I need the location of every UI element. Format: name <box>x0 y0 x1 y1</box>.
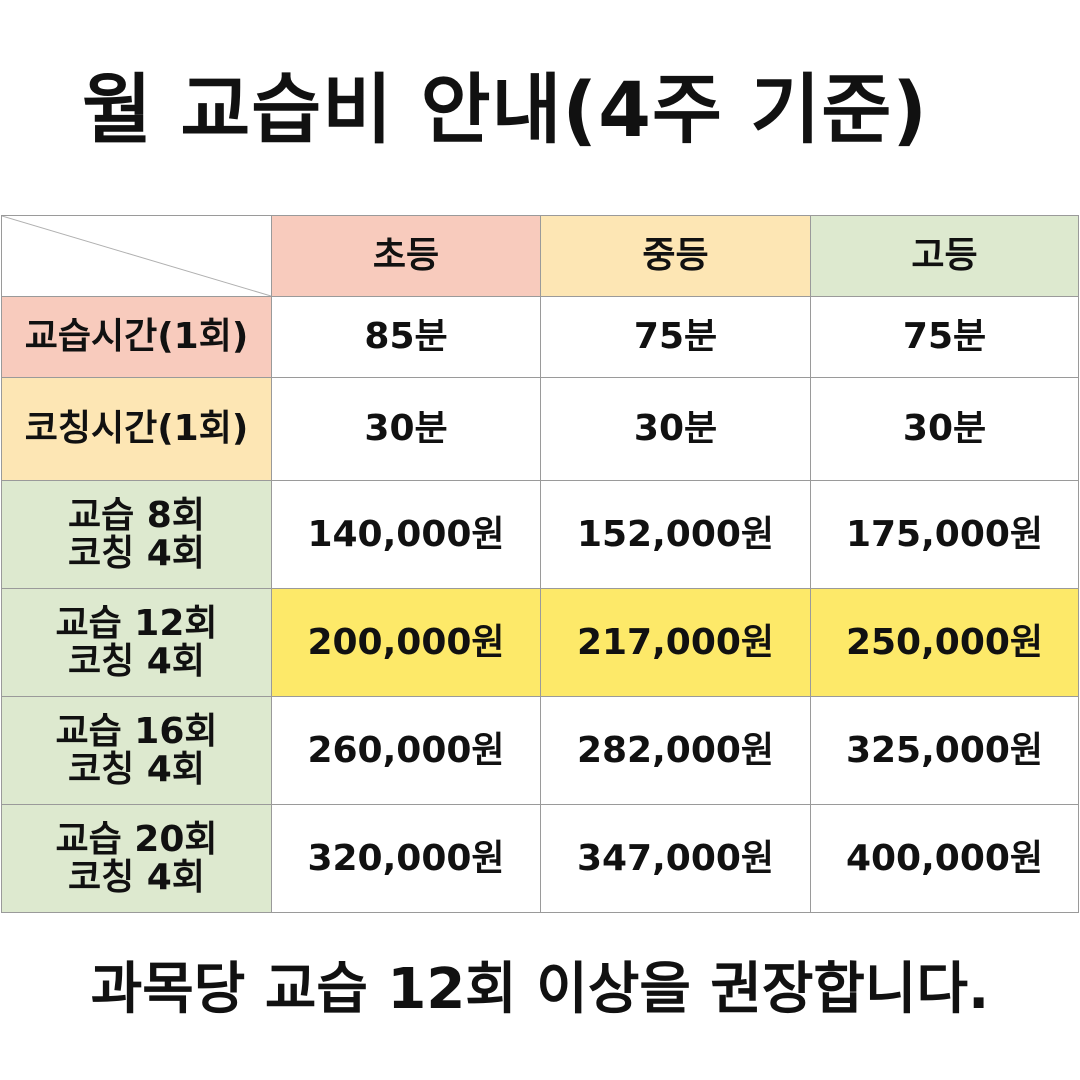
lesson-time-middle: 75분 <box>540 296 811 378</box>
price-elementary: 140,000원 <box>271 480 541 589</box>
plan-row-12: 교습 12회 코칭 4회 200,000원 217,000원 250,000원 <box>1 588 1079 697</box>
plan-coaching-count: 코칭 4회 <box>68 748 205 790</box>
recommendation-note: 과목당 교습 12회 이상을 권장합니다. <box>90 957 990 1022</box>
price-high: 400,000원 <box>810 804 1079 913</box>
price-elementary: 260,000원 <box>271 696 541 805</box>
lesson-time-elementary: 85분 <box>271 296 541 378</box>
plan-label: 교습 20회 코칭 4회 <box>1 804 272 913</box>
price-high: 325,000원 <box>810 696 1079 805</box>
row-label-coaching-time: 코칭시간(1회) <box>1 377 272 481</box>
plan-coaching-count: 코칭 4회 <box>68 640 205 682</box>
plan-label: 교습 16회 코칭 4회 <box>1 696 272 805</box>
column-header-high: 고등 <box>810 215 1079 297</box>
price-high: 175,000원 <box>810 480 1079 589</box>
price-middle-highlight: 217,000원 <box>540 588 811 697</box>
plan-row-8: 교습 8회 코칭 4회 140,000원 152,000원 175,000원 <box>1 480 1079 589</box>
coaching-time-middle: 30분 <box>540 377 811 481</box>
column-header-elementary: 초등 <box>271 215 541 297</box>
plan-coaching-count: 코칭 4회 <box>68 532 205 574</box>
corner-cell <box>1 215 272 297</box>
plan-row-16: 교습 16회 코칭 4회 260,000원 282,000원 325,000원 <box>1 696 1079 805</box>
lesson-time-high: 75분 <box>810 296 1079 378</box>
price-elementary: 320,000원 <box>271 804 541 913</box>
page-title: 월 교습비 안내(4주 기준) <box>81 65 928 154</box>
plan-lesson-count: 교습 12회 <box>55 602 218 644</box>
plan-coaching-count: 코칭 4회 <box>68 856 205 898</box>
plan-lesson-count: 교습 8회 <box>68 494 205 536</box>
coaching-time-elementary: 30분 <box>271 377 541 481</box>
plan-lesson-count: 교습 16회 <box>55 710 218 752</box>
price-middle: 282,000원 <box>540 696 811 805</box>
price-middle: 347,000원 <box>540 804 811 913</box>
price-middle: 152,000원 <box>540 480 811 589</box>
price-elementary-highlight: 200,000원 <box>271 588 541 697</box>
price-high-highlight: 250,000원 <box>810 588 1079 697</box>
column-header-middle: 중등 <box>540 215 811 297</box>
plan-row-20: 교습 20회 코칭 4회 320,000원 347,000원 400,000원 <box>1 804 1079 913</box>
diagonal-line-icon <box>2 216 271 296</box>
plan-lesson-count: 교습 20회 <box>55 818 218 860</box>
row-label-lesson-time: 교습시간(1회) <box>1 296 272 378</box>
coaching-time-row: 코칭시간(1회) 30분 30분 30분 <box>1 377 1079 481</box>
plan-label: 교습 8회 코칭 4회 <box>1 480 272 589</box>
fee-table: 초등 중등 고등 교습시간(1회) 85분 75분 75분 코칭시간(1회) 3… <box>1 215 1079 913</box>
plan-label: 교습 12회 코칭 4회 <box>1 588 272 697</box>
lesson-time-row: 교습시간(1회) 85분 75분 75분 <box>1 296 1079 378</box>
coaching-time-high: 30분 <box>810 377 1079 481</box>
header-row: 초등 중등 고등 <box>1 215 1079 297</box>
